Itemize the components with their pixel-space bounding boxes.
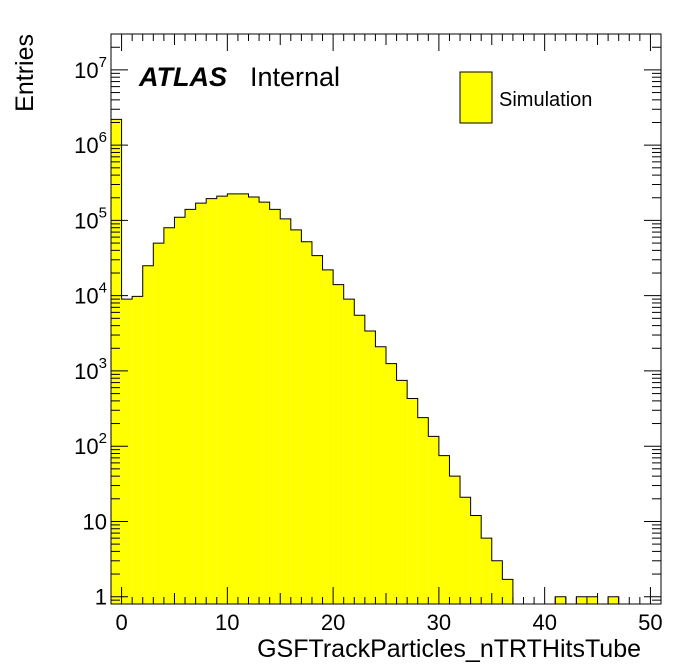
histogram-bin (142, 265, 154, 604)
histogram-bin (174, 217, 186, 604)
histogram-bin (216, 196, 228, 605)
histogram-bin (555, 596, 566, 604)
legend-label: Simulation (499, 89, 592, 111)
histogram-bin (311, 255, 323, 604)
histogram-bin (502, 579, 513, 604)
histogram-bin (386, 363, 397, 604)
histogram-bin (396, 380, 408, 604)
axis-ticks (110, 33, 662, 605)
histogram-bin (481, 538, 492, 604)
histogram-bin (153, 243, 164, 604)
tick-labels: 0 10 20 30 40 50 1 10 102 103 104 105 106 107 (74, 54, 662, 635)
x-tick-label: 10 (215, 610, 239, 635)
y-tick-label: 107 (74, 54, 107, 83)
y-tick-label: 102 (74, 430, 107, 459)
histogram-bin (269, 209, 281, 605)
plot-frame (110, 33, 662, 605)
histogram-bin (132, 296, 143, 604)
legend-swatch (459, 71, 493, 124)
histogram-bin (354, 315, 365, 604)
y-tick-label: 1 (95, 585, 107, 610)
histogram-bin (322, 269, 334, 604)
x-tick-label: 30 (427, 610, 451, 635)
histogram-bin (280, 218, 291, 604)
histogram-bin (343, 299, 355, 604)
histogram-bin (206, 198, 217, 604)
histogram-bin (586, 596, 598, 604)
histogram-bin (195, 203, 207, 604)
histogram-bin (576, 596, 587, 604)
x-axis-title: GSFTrackParticles_nTRTHitsTube (257, 635, 641, 663)
y-tick-label: 10 (83, 509, 107, 534)
histogram-bin (470, 515, 482, 604)
y-axis-title: Entries (11, 34, 39, 112)
histogram-bin (163, 227, 175, 604)
histogram-bin (608, 596, 619, 604)
x-tick-label: 0 (115, 610, 127, 635)
histogram-bin (491, 560, 503, 604)
histogram-bin (111, 119, 122, 604)
histogram-bin (449, 476, 461, 604)
x-tick-label: 40 (532, 610, 556, 635)
x-tick-label: 50 (638, 610, 662, 635)
histogram-bin (227, 193, 238, 605)
histogram-bin (364, 330, 376, 604)
internal-label: Internal (250, 62, 340, 92)
histogram-bin (259, 202, 270, 604)
histogram-bin (417, 417, 429, 604)
histogram-bars (110, 118, 661, 605)
histogram-bin (407, 398, 418, 604)
histogram-bin (248, 196, 260, 604)
histogram-bin (438, 455, 450, 604)
histogram-bin (333, 284, 344, 604)
histogram-bin (460, 497, 471, 604)
x-tick-label: 20 (321, 610, 345, 635)
histogram-bin (375, 346, 386, 604)
histogram-bin (185, 209, 196, 605)
atlas-label: ATLAS (138, 62, 227, 92)
histogram-bin (301, 241, 312, 605)
histogram-bin (428, 436, 439, 604)
histogram-bin (237, 193, 249, 605)
histogram-bin (290, 229, 302, 604)
y-tick-label: 106 (74, 129, 107, 158)
y-tick-label: 104 (74, 280, 107, 309)
y-tick-label: 103 (74, 355, 107, 384)
histogram-bin (121, 299, 133, 604)
y-tick-label: 105 (74, 204, 107, 233)
